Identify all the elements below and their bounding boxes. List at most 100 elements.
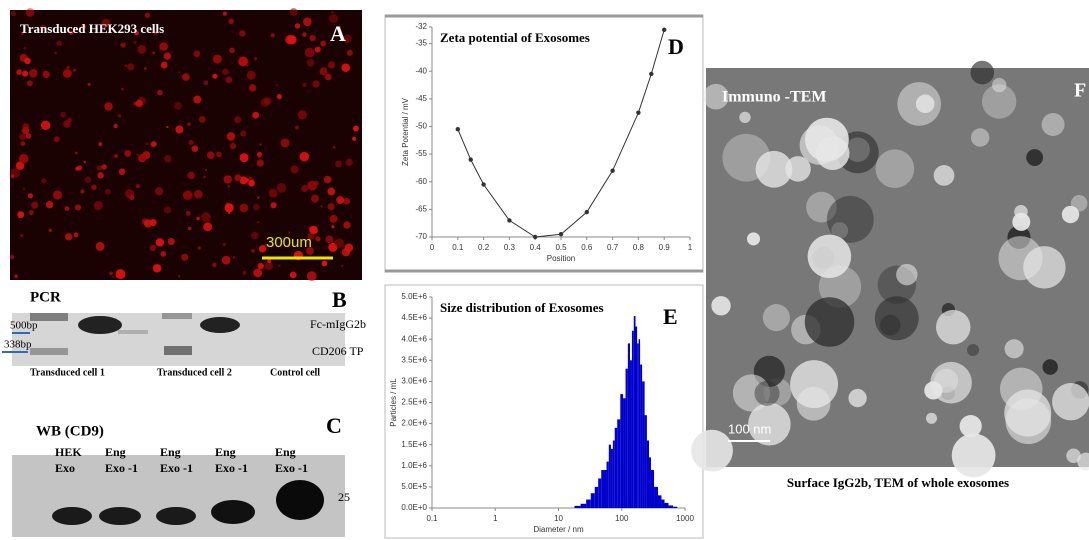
x-tick-label: 0.1 — [452, 243, 464, 252]
cell — [182, 73, 190, 81]
cell — [101, 18, 111, 28]
point — [533, 234, 538, 240]
cell — [19, 154, 29, 164]
vesicle — [746, 232, 761, 246]
x-tick-label: 0.5 — [555, 243, 567, 252]
cell — [212, 54, 222, 64]
cell — [117, 114, 122, 118]
cell — [314, 46, 321, 53]
point — [584, 209, 589, 215]
fluorescence-image — [9, 8, 362, 281]
cell — [104, 102, 113, 111]
bar — [664, 502, 669, 508]
lane-label: Exo — [55, 461, 75, 475]
cell — [193, 95, 202, 104]
cell — [22, 70, 29, 77]
lane-label: Eng — [160, 445, 181, 459]
cell — [294, 23, 301, 29]
cell — [295, 125, 299, 130]
vesicle — [804, 297, 855, 347]
x-tick-label: 1 — [688, 243, 693, 252]
cell — [337, 25, 342, 30]
vesicle — [970, 60, 995, 85]
cell — [77, 165, 83, 171]
cell — [66, 66, 70, 69]
vesicle — [896, 263, 918, 286]
vesicle — [831, 222, 849, 239]
cell — [225, 76, 233, 84]
cell — [69, 30, 74, 35]
vesicle — [748, 402, 791, 446]
cell — [253, 268, 263, 278]
cell — [121, 87, 124, 91]
y-tick-label: 0.0E+0 — [401, 503, 427, 512]
cell — [304, 47, 315, 58]
vesicle — [875, 149, 915, 189]
y-tick-label: -55 — [415, 149, 427, 158]
blot-band — [276, 480, 324, 520]
point — [468, 157, 473, 162]
cell — [177, 275, 181, 278]
y-axis-label: Zeta Potential / mV — [401, 97, 410, 166]
vesicle — [691, 429, 733, 472]
cell — [206, 151, 215, 159]
bar — [642, 381, 645, 508]
band-label: CD206 TP — [312, 344, 364, 358]
cell — [22, 187, 26, 191]
cell — [306, 271, 317, 281]
bar — [633, 315, 636, 508]
cell — [303, 17, 312, 27]
vesicle — [703, 83, 729, 110]
vesicle — [933, 165, 955, 186]
cell — [80, 189, 85, 194]
cell — [299, 151, 310, 162]
cell — [212, 262, 217, 268]
vesicle — [959, 414, 982, 438]
cell — [239, 30, 246, 37]
cell — [267, 259, 272, 264]
x-tick-label: 0.4 — [530, 243, 542, 252]
cell — [187, 171, 195, 180]
cell — [345, 158, 353, 167]
lane-label: Exo -1 — [160, 461, 193, 475]
vesicle — [970, 128, 990, 147]
vesicle — [754, 380, 780, 406]
cell — [157, 89, 163, 96]
cell — [185, 210, 191, 216]
vesicle — [1052, 383, 1089, 421]
cell — [150, 141, 157, 148]
band-label: Fc-mIgG2b — [310, 317, 366, 331]
cell — [188, 226, 192, 231]
gel-background — [12, 313, 345, 366]
cell — [73, 232, 79, 238]
cell — [64, 206, 70, 211]
x-tick-label: 0 — [430, 243, 435, 252]
vesicle — [1026, 149, 1044, 166]
cell — [242, 271, 247, 275]
bar — [627, 343, 630, 508]
cell — [163, 206, 172, 214]
cell — [287, 231, 291, 234]
cell — [221, 255, 231, 265]
cell — [83, 160, 86, 164]
cell — [329, 14, 339, 23]
vesicle — [992, 77, 1007, 93]
cell — [223, 175, 233, 184]
panel-label: F — [1074, 80, 1086, 102]
vesicle — [874, 296, 919, 341]
x-tick-label: 0.7 — [607, 243, 619, 252]
cell — [29, 68, 38, 78]
bar — [638, 339, 641, 508]
cell — [256, 159, 264, 167]
cell — [175, 125, 184, 134]
bar — [637, 343, 639, 508]
cell — [276, 183, 287, 193]
cell — [24, 57, 31, 65]
cell — [222, 243, 226, 247]
cell — [39, 24, 47, 31]
bar — [644, 415, 647, 508]
y-tick-label: -40 — [415, 66, 427, 75]
cell — [203, 222, 213, 232]
cell — [60, 111, 67, 118]
cell — [327, 61, 336, 69]
